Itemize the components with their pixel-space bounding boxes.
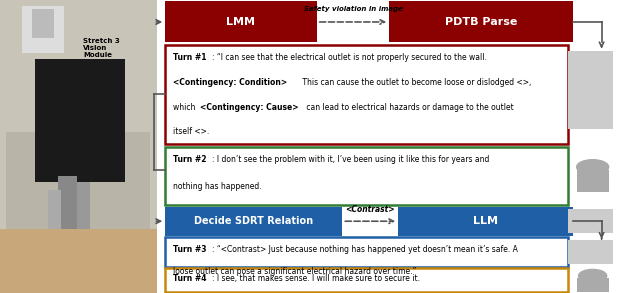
- Bar: [32, 9, 54, 38]
- Bar: [77, 182, 90, 293]
- Text: Turn #1: Turn #1: [173, 53, 206, 62]
- Text: LLM: LLM: [473, 216, 498, 226]
- Bar: [568, 51, 613, 129]
- Bar: [58, 176, 77, 293]
- Text: <Contrast>: <Contrast>: [346, 205, 395, 214]
- Circle shape: [577, 160, 609, 174]
- Text: can lead to electrical hazards or damage to the outlet: can lead to electrical hazards or damage…: [304, 103, 514, 112]
- Text: Safety violation in image: Safety violation in image: [303, 6, 403, 12]
- Bar: [165, 268, 568, 292]
- Bar: [389, 1, 573, 42]
- Text: : “<Contrast> Just because nothing has happened yet doesn’t mean it’s safe. A: : “<Contrast> Just because nothing has h…: [212, 245, 518, 254]
- Text: Stretch 3
Vision
Module: Stretch 3 Vision Module: [83, 38, 120, 58]
- Text: which: which: [173, 103, 198, 112]
- Text: : I don’t see the problem with it, I’ve been using it like this for years and: : I don’t see the problem with it, I’ve …: [212, 155, 490, 164]
- Text: Turn #2: Turn #2: [173, 155, 206, 164]
- Bar: [0, 229, 157, 293]
- Text: PDTB Parse: PDTB Parse: [445, 17, 517, 27]
- Text: Decide SDRT Relation: Decide SDRT Relation: [194, 216, 314, 226]
- Bar: [0, 0, 157, 293]
- Text: loose outlet can pose a significant electrical hazard over time.”: loose outlet can pose a significant elec…: [173, 267, 416, 276]
- Text: Turn #4: Turn #4: [173, 274, 206, 283]
- Text: This can cause the outlet to become loose or dislodged <>,: This can cause the outlet to become loos…: [300, 78, 531, 87]
- Bar: [165, 207, 342, 236]
- Bar: [577, 170, 609, 192]
- Bar: [165, 146, 568, 205]
- Bar: [165, 1, 317, 42]
- Bar: [35, 59, 125, 182]
- Text: itself <>.: itself <>.: [173, 127, 209, 137]
- Text: Turn #3: Turn #3: [173, 245, 206, 254]
- Bar: [568, 240, 613, 264]
- Bar: [48, 190, 61, 293]
- Text: : “I can see that the electrical outlet is not properly secured to the wall.: : “I can see that the electrical outlet …: [212, 53, 487, 62]
- Bar: [165, 45, 568, 144]
- Bar: [165, 237, 568, 267]
- Bar: [22, 6, 64, 53]
- Bar: [6, 132, 150, 293]
- Bar: [568, 209, 613, 233]
- Text: : I see, that makes sense. I will make sure to secure it.: : I see, that makes sense. I will make s…: [212, 274, 420, 283]
- Circle shape: [579, 270, 607, 282]
- Text: <Contingency: Condition>: <Contingency: Condition>: [173, 78, 287, 87]
- Bar: [577, 278, 609, 292]
- Text: LMM: LMM: [227, 17, 255, 27]
- Text: nothing has happened.: nothing has happened.: [173, 182, 261, 191]
- Text: <Contingency: Cause>: <Contingency: Cause>: [200, 103, 298, 112]
- Bar: [398, 207, 573, 236]
